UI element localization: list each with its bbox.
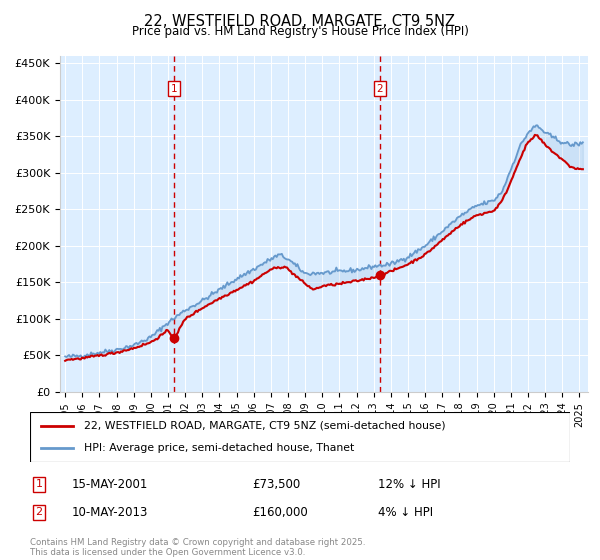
Text: 2: 2 bbox=[377, 84, 383, 94]
Text: 12% ↓ HPI: 12% ↓ HPI bbox=[378, 478, 440, 491]
Text: £160,000: £160,000 bbox=[252, 506, 308, 519]
Text: 4% ↓ HPI: 4% ↓ HPI bbox=[378, 506, 433, 519]
Text: Contains HM Land Registry data © Crown copyright and database right 2025.
This d: Contains HM Land Registry data © Crown c… bbox=[30, 538, 365, 557]
Text: 22, WESTFIELD ROAD, MARGATE, CT9 5NZ (semi-detached house): 22, WESTFIELD ROAD, MARGATE, CT9 5NZ (se… bbox=[84, 421, 446, 431]
Text: 15-MAY-2001: 15-MAY-2001 bbox=[72, 478, 148, 491]
Text: 22, WESTFIELD ROAD, MARGATE, CT9 5NZ: 22, WESTFIELD ROAD, MARGATE, CT9 5NZ bbox=[145, 14, 455, 29]
FancyBboxPatch shape bbox=[30, 412, 570, 462]
Text: 2: 2 bbox=[35, 507, 43, 517]
Text: 10-MAY-2013: 10-MAY-2013 bbox=[72, 506, 148, 519]
Text: HPI: Average price, semi-detached house, Thanet: HPI: Average price, semi-detached house,… bbox=[84, 443, 354, 453]
Text: £73,500: £73,500 bbox=[252, 478, 300, 491]
Text: 1: 1 bbox=[35, 479, 43, 489]
Text: Price paid vs. HM Land Registry's House Price Index (HPI): Price paid vs. HM Land Registry's House … bbox=[131, 25, 469, 38]
Text: 1: 1 bbox=[171, 84, 178, 94]
